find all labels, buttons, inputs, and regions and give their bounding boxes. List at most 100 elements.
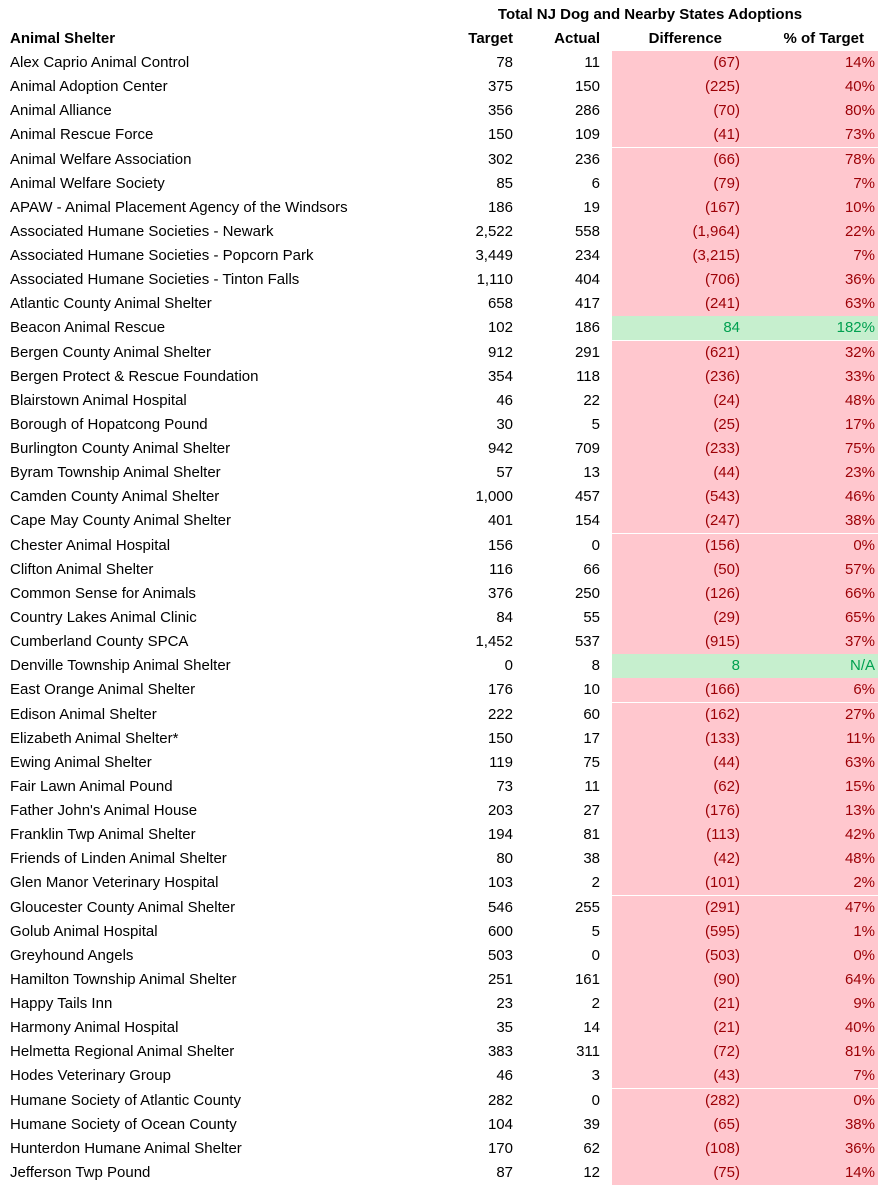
pct-of-target-cell: 73% xyxy=(844,126,875,144)
below-target-highlight xyxy=(612,219,878,244)
actual-cell: 38 xyxy=(583,850,600,868)
target-cell: 84 xyxy=(496,608,513,626)
difference-cell: (42) xyxy=(713,850,740,868)
below-target-highlight xyxy=(612,557,878,582)
table-row: Common Sense for Animals 376 250 (126) 66% xyxy=(0,581,880,606)
difference-cell: (282) xyxy=(704,1091,740,1109)
shelter-name: Camden County Animal Shelter xyxy=(10,488,220,506)
header-pct-of-target: % of Target xyxy=(783,30,864,47)
shelter-name: Fair Lawn Animal Pound xyxy=(10,777,173,795)
below-target-highlight xyxy=(612,895,878,920)
difference-cell: (247) xyxy=(704,512,740,530)
table-row: Happy Tails Inn 23 2 (21) 9% xyxy=(0,992,880,1017)
target-cell: 282 xyxy=(487,1091,513,1109)
table-row: Borough of Hopatcong Pound 30 5 (25) 17% xyxy=(0,412,880,437)
table-row: Byram Township Animal Shelter 57 13 (44) 23% xyxy=(0,461,880,486)
table-row: Associated Humane Societies - Tinton Fal… xyxy=(0,268,880,293)
pct-of-target-cell: 17% xyxy=(844,415,875,433)
table-row: Ewing Animal Shelter 119 75 (44) 63% xyxy=(0,750,880,775)
pct-of-target-cell: 78% xyxy=(844,150,875,168)
below-target-highlight xyxy=(612,799,878,824)
target-cell: 251 xyxy=(487,970,513,988)
shelter-name: Animal Rescue Force xyxy=(10,126,154,144)
shelter-name: Humane Society of Ocean County xyxy=(10,1115,237,1133)
below-target-highlight xyxy=(612,123,878,148)
below-target-highlight xyxy=(612,581,878,606)
pct-of-target-cell: 7% xyxy=(853,1067,875,1085)
target-cell: 102 xyxy=(487,319,513,337)
table-row: Atlantic County Animal Shelter 658 417 (241… xyxy=(0,292,880,317)
below-target-highlight xyxy=(612,823,878,848)
pct-of-target-cell: 42% xyxy=(844,826,875,844)
actual-cell: 10 xyxy=(583,681,600,699)
below-target-highlight xyxy=(612,774,878,799)
actual-cell: 417 xyxy=(574,295,600,313)
table-row: Glen Manor Veterinary Hospital 103 2 (101) 2… xyxy=(0,871,880,896)
target-cell: 600 xyxy=(487,922,513,940)
target-cell: 401 xyxy=(487,512,513,530)
below-target-highlight xyxy=(612,967,878,992)
pct-of-target-cell: 36% xyxy=(844,271,875,289)
target-cell: 0 xyxy=(504,657,513,675)
shelter-name: Gloucester County Animal Shelter xyxy=(10,898,236,916)
target-cell: 356 xyxy=(487,102,513,120)
below-target-highlight xyxy=(612,726,878,751)
table-row: Fair Lawn Animal Pound 73 11 (62) 15% xyxy=(0,774,880,799)
difference-cell: (67) xyxy=(713,54,740,71)
actual-cell: 75 xyxy=(583,753,600,771)
table-row: Animal Alliance 356 286 (70) 80% xyxy=(0,99,880,124)
pct-of-target-cell: 7% xyxy=(853,174,875,192)
below-target-highlight xyxy=(612,412,878,437)
table-row: Bergen County Animal Shelter 912 291 (621) 3… xyxy=(0,340,880,365)
below-target-highlight xyxy=(612,195,878,220)
below-target-highlight xyxy=(612,678,878,703)
shelter-name: Bergen County Animal Shelter xyxy=(10,343,211,361)
pct-of-target-cell: 38% xyxy=(844,1115,875,1133)
target-cell: 376 xyxy=(487,584,513,602)
difference-cell: (21) xyxy=(713,1019,740,1037)
actual-cell: 709 xyxy=(574,440,600,458)
pct-of-target-cell: 27% xyxy=(844,705,875,723)
difference-cell: (233) xyxy=(704,440,740,458)
target-cell: 46 xyxy=(496,1067,513,1085)
shelter-name: Borough of Hopatcong Pound xyxy=(10,415,208,433)
table-row: Bergen Protect & Rescue Foundation 354 118… xyxy=(0,364,880,389)
actual-cell: 0 xyxy=(591,946,600,964)
shelter-name: Alex Caprio Animal Control xyxy=(10,54,190,71)
shelter-name: Animal Alliance xyxy=(10,102,112,120)
actual-cell: 118 xyxy=(576,367,600,385)
pct-of-target-cell: 40% xyxy=(844,1019,875,1037)
below-target-highlight xyxy=(612,364,878,389)
table-row: Greyhound Angels 503 0 (503) 0% xyxy=(0,943,880,968)
actual-cell: 109 xyxy=(574,126,600,144)
table-row: Clifton Animal Shelter 116 66 (50) 57% xyxy=(0,557,880,582)
table-row: Franklin Twp Animal Shelter 194 81 (113) 42% xyxy=(0,823,880,848)
shelter-name: Friends of Linden Animal Shelter xyxy=(10,850,227,868)
actual-cell: 0 xyxy=(591,1091,600,1109)
target-cell: 1,110 xyxy=(476,271,513,289)
pct-of-target-cell: 47% xyxy=(844,898,875,916)
pct-of-target-cell: 48% xyxy=(844,391,875,409)
pct-of-target-cell: 80% xyxy=(844,102,875,120)
actual-cell: 150 xyxy=(574,78,600,96)
below-target-highlight xyxy=(612,147,878,172)
target-cell: 1,000 xyxy=(475,488,513,506)
table-row: Associated Humane Societies - Newark 2,52… xyxy=(0,219,880,244)
actual-cell: 154 xyxy=(574,512,600,530)
shelter-name: Glen Manor Veterinary Hospital xyxy=(10,874,219,892)
pct-of-target-cell: 63% xyxy=(844,295,875,313)
pct-of-target-cell: 6% xyxy=(853,681,875,699)
shelter-name: Denville Township Animal Shelter xyxy=(10,657,231,675)
below-target-highlight xyxy=(612,51,878,75)
target-cell: 35 xyxy=(496,1019,513,1037)
below-target-highlight xyxy=(612,340,878,365)
below-target-highlight xyxy=(612,171,878,196)
table-row: Chester Animal Hospital 156 0 (156) 0% xyxy=(0,533,880,558)
table-row: Beacon Animal Rescue 102 186 84 182% xyxy=(0,316,880,341)
actual-cell: 558 xyxy=(574,222,600,240)
shelter-name: Beacon Animal Rescue xyxy=(10,319,166,337)
difference-cell: (236) xyxy=(704,367,740,385)
actual-cell: 62 xyxy=(583,1139,600,1157)
below-target-highlight xyxy=(612,1112,878,1137)
target-cell: 658 xyxy=(487,295,513,313)
